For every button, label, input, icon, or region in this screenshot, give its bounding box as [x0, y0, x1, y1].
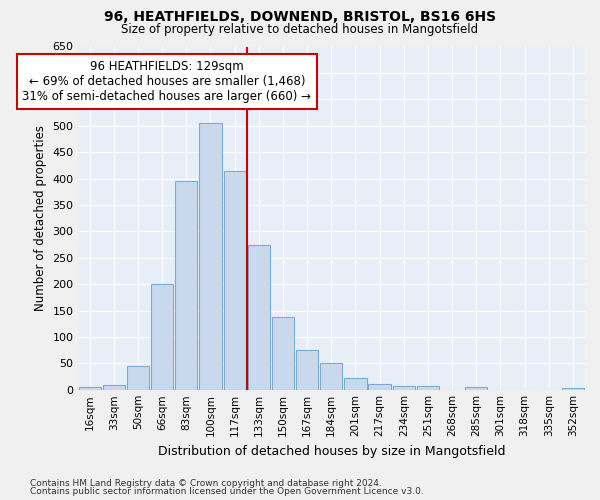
Bar [465, 387, 487, 390]
Bar [175, 181, 197, 390]
Bar [296, 350, 318, 390]
Bar [320, 363, 343, 390]
Bar [103, 384, 125, 390]
Text: 96 HEATHFIELDS: 129sqm
← 69% of detached houses are smaller (1,468)
31% of semi-: 96 HEATHFIELDS: 129sqm ← 69% of detached… [22, 60, 311, 102]
Text: 96, HEATHFIELDS, DOWNEND, BRISTOL, BS16 6HS: 96, HEATHFIELDS, DOWNEND, BRISTOL, BS16 … [104, 10, 496, 24]
Text: Contains HM Land Registry data © Crown copyright and database right 2024.: Contains HM Land Registry data © Crown c… [30, 478, 382, 488]
Bar [272, 317, 294, 390]
Bar [562, 388, 584, 390]
Text: Size of property relative to detached houses in Mangotsfield: Size of property relative to detached ho… [121, 22, 479, 36]
Bar [344, 378, 367, 390]
Bar [248, 244, 270, 390]
Bar [199, 123, 221, 390]
X-axis label: Distribution of detached houses by size in Mangotsfield: Distribution of detached houses by size … [158, 444, 505, 458]
Y-axis label: Number of detached properties: Number of detached properties [34, 125, 47, 311]
Bar [151, 284, 173, 390]
Bar [79, 387, 101, 390]
Bar [417, 386, 439, 390]
Bar [392, 386, 415, 390]
Bar [127, 366, 149, 390]
Bar [368, 384, 391, 390]
Text: Contains public sector information licensed under the Open Government Licence v3: Contains public sector information licen… [30, 487, 424, 496]
Bar [224, 170, 246, 390]
